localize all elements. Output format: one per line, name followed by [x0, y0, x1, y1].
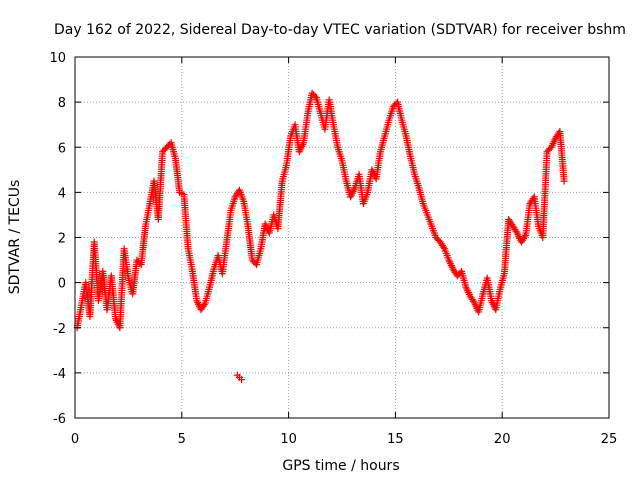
data-point-fill	[141, 224, 149, 232]
data-point-fill	[222, 240, 230, 248]
data-point-fill	[188, 265, 196, 273]
data-point-fill	[444, 254, 452, 262]
y-axis-label: SDTVAR / TECUs	[7, 180, 23, 295]
grid	[75, 57, 609, 418]
data-point-fill	[433, 235, 441, 243]
data-point-fill	[337, 155, 345, 163]
data-point-fill	[77, 303, 85, 311]
data-point-fill	[192, 294, 200, 302]
data-point-fill	[487, 294, 495, 302]
data-point-fill	[521, 233, 529, 241]
data-point-fill	[160, 146, 168, 154]
data-point-fill	[419, 197, 427, 205]
data-point-fill	[239, 195, 247, 203]
data-point-fill	[376, 150, 384, 158]
data-point-fill	[478, 292, 486, 300]
data-point-fill	[227, 209, 235, 217]
data-point-fill	[363, 191, 371, 199]
data-point-fill	[410, 168, 418, 176]
data-point-fill	[316, 107, 324, 115]
y-tick-label: 8	[58, 96, 66, 111]
x-axis-label: GPS time / hours	[282, 458, 399, 474]
data-point-fill	[543, 150, 551, 158]
y-tick-label: -4	[53, 367, 66, 382]
data-point-fill	[507, 219, 515, 227]
data-point-fill	[310, 91, 318, 99]
data-point-fill	[511, 226, 519, 234]
data-point-fill	[544, 146, 552, 154]
data-point-fill	[500, 272, 508, 280]
data-point-fill	[233, 190, 241, 198]
x-tick-label: 20	[494, 432, 511, 447]
data-point-fill	[560, 175, 568, 183]
outlier-point	[238, 376, 246, 384]
y-tick-label: 2	[58, 232, 66, 247]
data-point-fill	[350, 186, 358, 194]
data-points	[73, 89, 568, 384]
y-tick-label: 4	[58, 186, 66, 201]
data-point-fill	[134, 258, 142, 266]
data-point-fill	[164, 142, 172, 150]
chart-title: Day 162 of 2022, Sidereal Day-to-day VTE…	[54, 22, 626, 38]
data-point-fill	[389, 105, 397, 113]
data-point-fill	[461, 281, 469, 289]
data-point-fill	[200, 301, 208, 309]
data-point-fill	[526, 202, 534, 210]
data-point-fill	[145, 202, 153, 210]
data-point-fill	[414, 182, 422, 190]
data-point-fill	[431, 231, 439, 239]
data-point-fill	[333, 141, 341, 149]
data-point-fill	[250, 258, 258, 266]
data-point-fill	[397, 114, 405, 122]
data-point-fill	[342, 175, 350, 183]
data-point-fill	[171, 152, 179, 160]
x-tick-label: 5	[178, 432, 186, 447]
data-point-fill	[406, 150, 414, 158]
x-axis-ticks: 0 5 10 15 20 25	[71, 57, 617, 447]
data-point-fill	[299, 141, 307, 149]
data-point-fill	[286, 134, 294, 142]
data-point-fill	[124, 272, 132, 280]
y-axis-ticks: -6 -4 -2 0 2 4 6 8 10	[49, 51, 609, 427]
y-tick-label: -6	[53, 412, 66, 427]
data-point-fill	[158, 150, 166, 158]
data-point-fill	[303, 112, 311, 120]
data-point-fill	[278, 179, 286, 187]
x-tick-label: 25	[601, 432, 618, 447]
data-point-fill	[282, 164, 290, 172]
data-point-fill	[311, 92, 319, 100]
x-tick-label: 0	[71, 432, 79, 447]
data-point-fill	[209, 267, 217, 275]
y-tick-label: 10	[49, 51, 66, 66]
data-point-fill	[248, 254, 256, 262]
data-point-fill	[439, 243, 447, 251]
data-point-fill	[468, 296, 476, 304]
data-point-fill	[380, 134, 388, 142]
data-point-fill	[205, 285, 213, 293]
data-point-fill	[520, 235, 528, 243]
data-point-fill	[230, 195, 238, 203]
y-tick-label: 6	[58, 141, 66, 156]
x-tick-label: 15	[387, 432, 404, 447]
data-point-fill	[455, 270, 463, 278]
data-point-fill	[329, 118, 337, 126]
data-point-fill	[199, 302, 207, 310]
x-tick-label: 10	[280, 432, 297, 447]
data-point-fill	[384, 118, 392, 126]
y-tick-label: 0	[58, 277, 66, 292]
data-point-fill	[423, 209, 431, 217]
data-point-fill	[256, 247, 264, 255]
data-point-fill	[427, 220, 435, 228]
data-point-fill	[496, 288, 504, 296]
y-tick-label: -2	[53, 322, 66, 337]
data-point-fill	[401, 130, 409, 138]
data-point-fill	[244, 220, 252, 228]
data-point-fill	[391, 101, 399, 109]
data-point-fill	[438, 241, 446, 249]
